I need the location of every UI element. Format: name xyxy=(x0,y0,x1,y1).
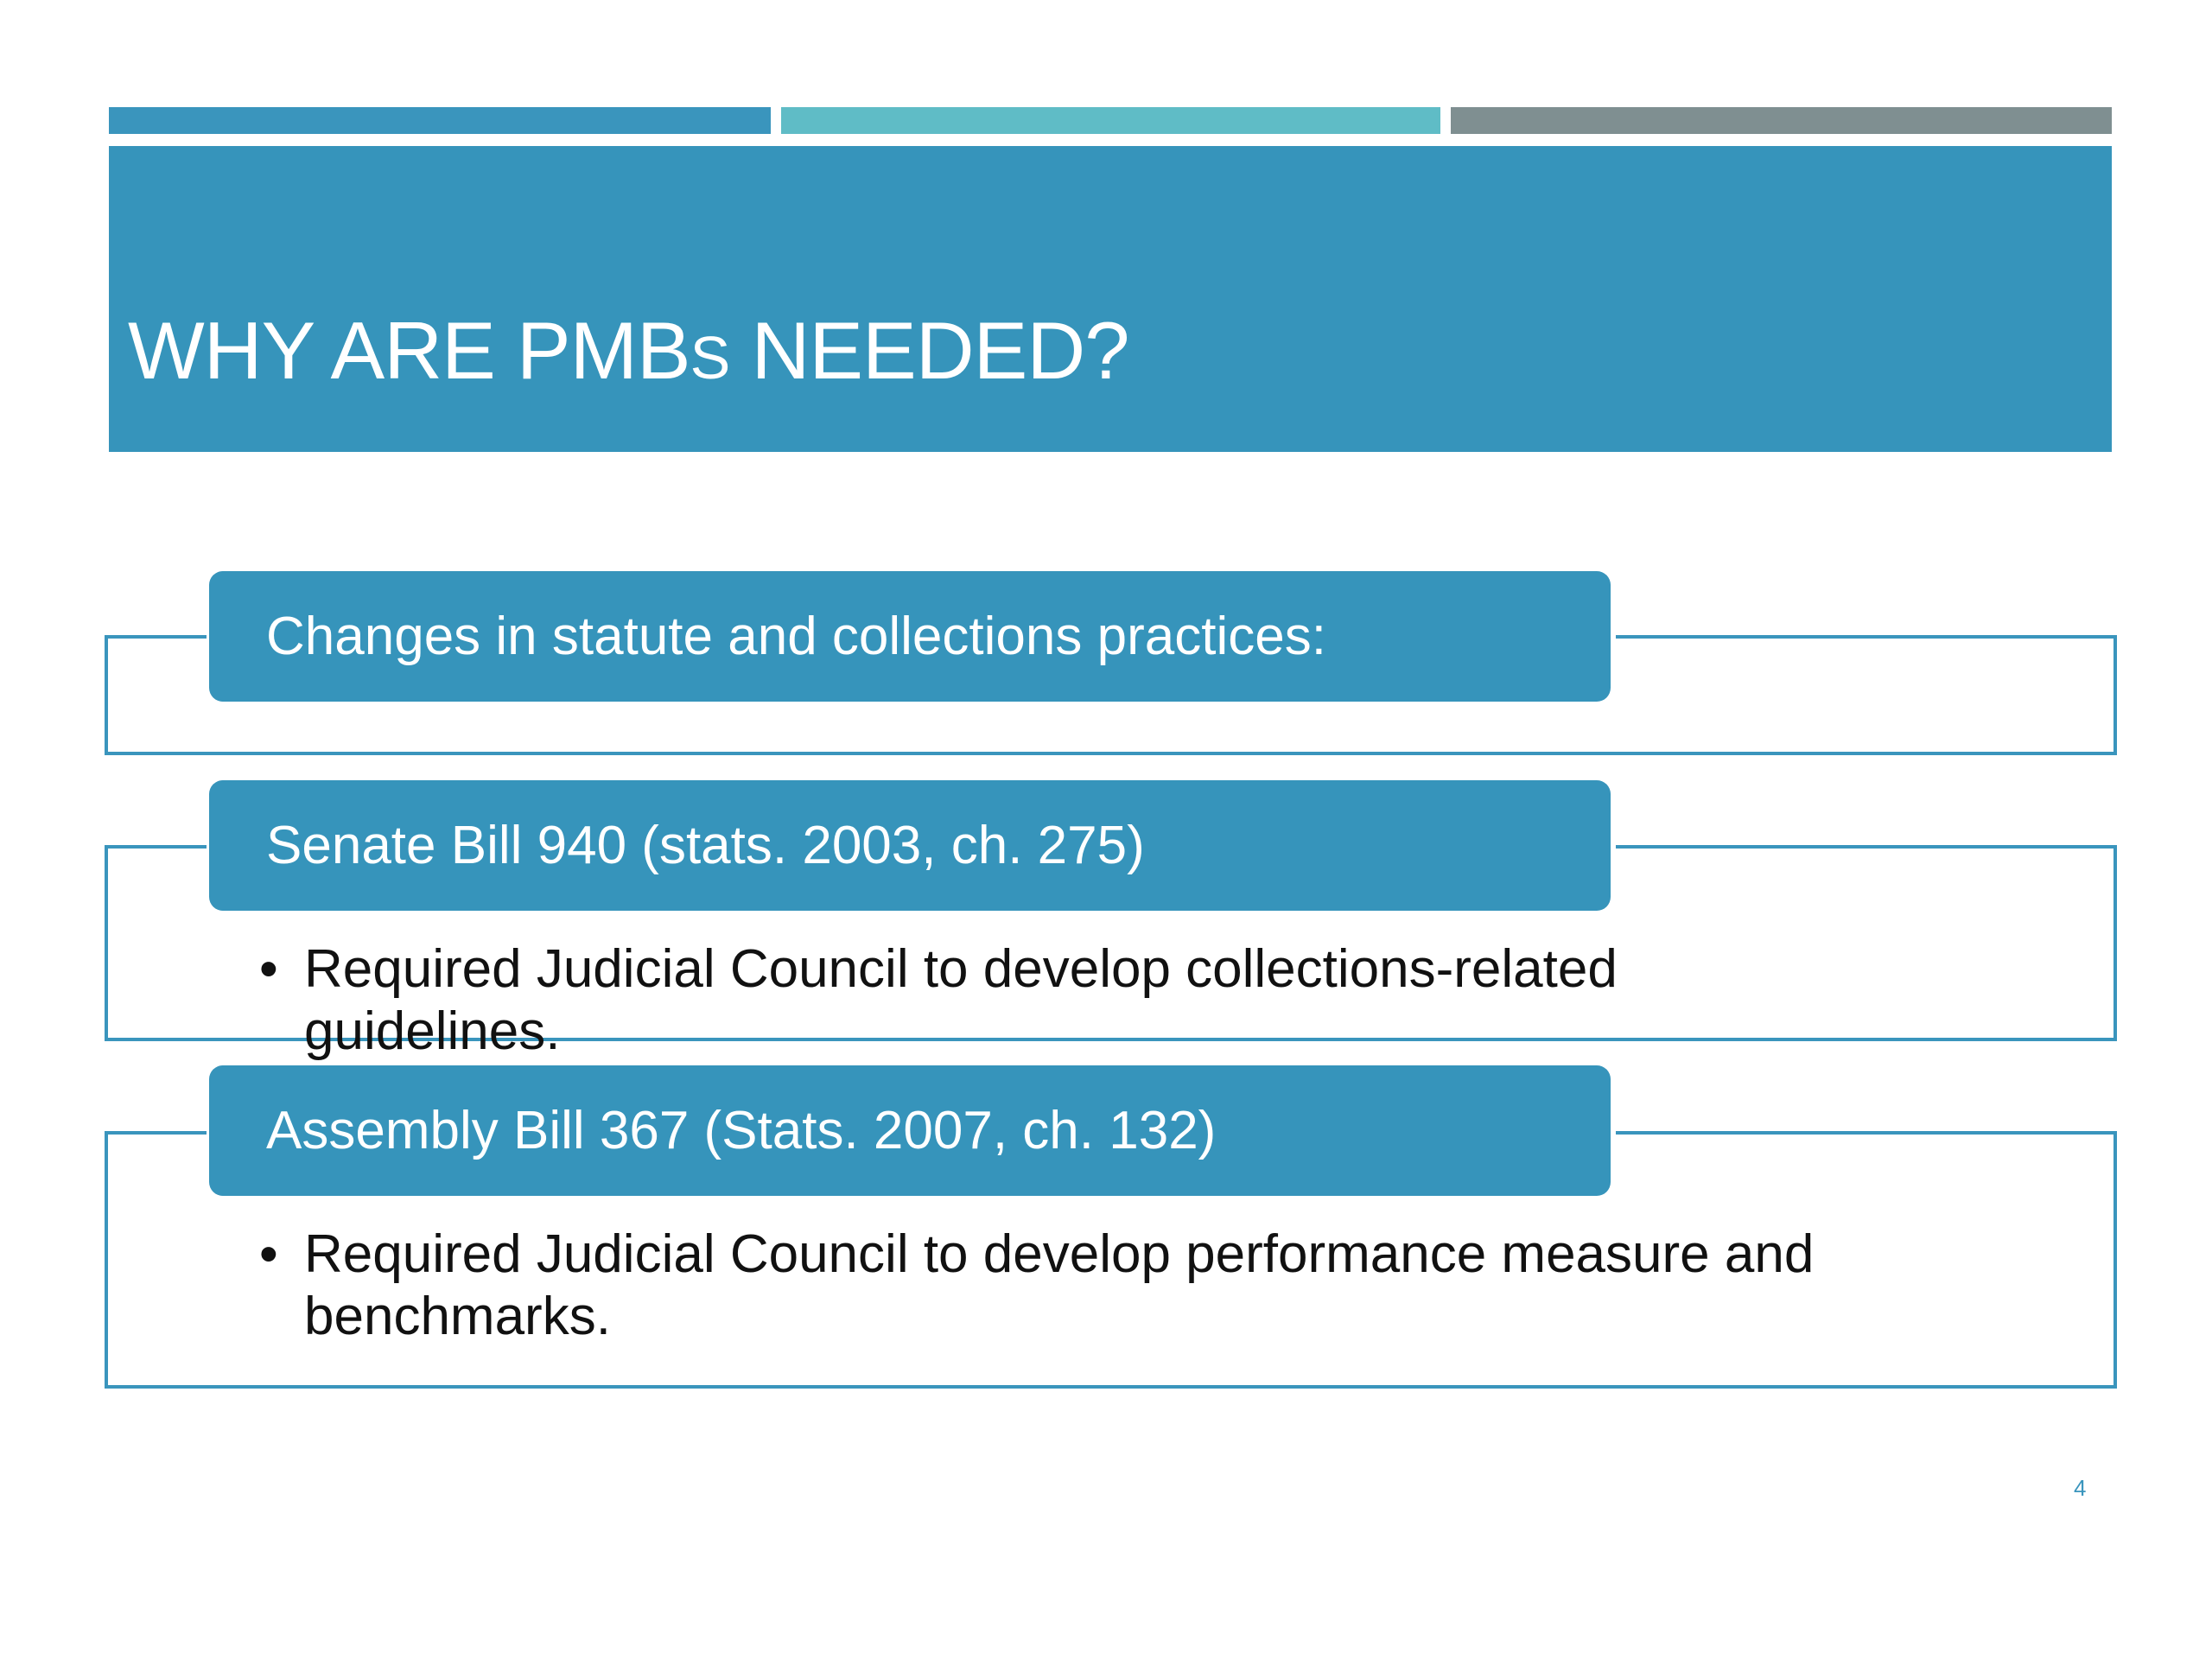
bullet-dot-icon: • xyxy=(259,1224,278,1284)
accent-bar-blue xyxy=(109,107,771,134)
slide-title-end: NEEDED? xyxy=(729,305,1129,396)
section-2-frame-top-left xyxy=(105,845,207,849)
section-3-frame-right xyxy=(2113,1131,2117,1389)
section-3-frame-left xyxy=(105,1131,108,1389)
section-2-bullet: • Required Judicial Council to develop c… xyxy=(259,938,1859,1063)
section-2-frame-right xyxy=(2113,845,2117,1041)
section-2-frame-left xyxy=(105,845,108,1041)
section-3-frame-top-right xyxy=(1616,1131,2117,1135)
accent-bar-gray xyxy=(1451,107,2112,134)
section-2-frame-bottom xyxy=(105,1038,2117,1041)
section-1-frame-top-right xyxy=(1616,635,2117,639)
title-banner: WHY ARE PMBS NEEDED? xyxy=(109,146,2112,452)
section-3-frame-bottom xyxy=(105,1385,2117,1389)
section-1-frame-right xyxy=(2113,635,2117,755)
section-1-heading: Changes in statute and collections pract… xyxy=(209,571,1611,702)
section-2-bullet-text: Required Judicial Council to develop col… xyxy=(304,939,1618,1061)
section-3-bullet: • Required Judicial Council to develop p… xyxy=(259,1224,1842,1348)
slide-title-main: WHY ARE PMB xyxy=(128,305,691,396)
section-3-heading: Assembly Bill 367 (Stats. 2007, ch. 132) xyxy=(209,1065,1611,1196)
section-1-frame-bottom xyxy=(105,752,2117,755)
slide-title-small: S xyxy=(690,324,731,391)
section-3-frame-top-left xyxy=(105,1131,207,1135)
slide-title: WHY ARE PMBS NEEDED? xyxy=(128,310,1129,391)
section-1-frame-left xyxy=(105,635,108,755)
page-number: 4 xyxy=(2074,1475,2087,1501)
accent-bar-teal xyxy=(781,107,1440,134)
section-2-frame-top-right xyxy=(1616,845,2117,849)
bullet-dot-icon: • xyxy=(259,939,278,999)
section-1-frame-top-left xyxy=(105,635,207,639)
section-3-bullet-text: Required Judicial Council to develop per… xyxy=(304,1224,1815,1346)
section-2-heading: Senate Bill 940 (stats. 2003, ch. 275) xyxy=(209,780,1611,911)
